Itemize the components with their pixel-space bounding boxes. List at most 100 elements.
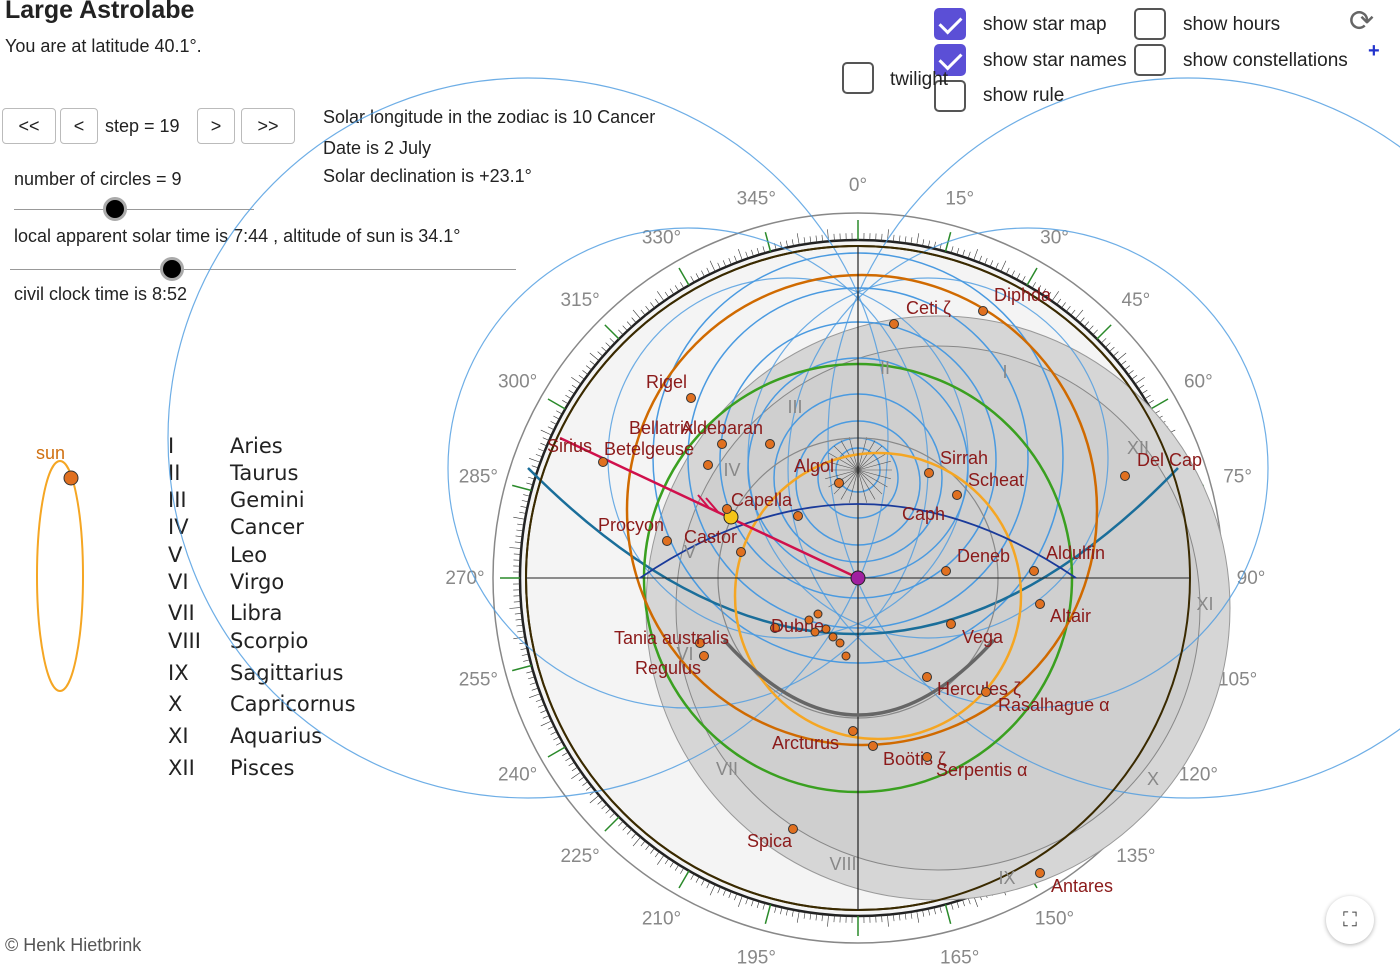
star-label: Del Cap: [1137, 450, 1202, 470]
ecliptic-arc: [639, 503, 1077, 579]
limb-tick: [1120, 360, 1127, 366]
rule-checkbox[interactable]: [934, 80, 966, 112]
solar-time-slider-handle[interactable]: [159, 257, 184, 281]
limb-tick: [1116, 352, 1127, 361]
limb-tick: [516, 529, 524, 532]
limb-tick: [821, 234, 823, 242]
step-back-button[interactable]: <: [60, 108, 98, 144]
limb-tick: [640, 840, 646, 847]
limb-tick: [535, 454, 543, 458]
star-label: Spica: [747, 831, 793, 851]
limb-tick: [622, 824, 628, 831]
limb-tick: [540, 720, 552, 727]
limb-tick: [535, 698, 543, 702]
limb-tick: [1088, 325, 1094, 332]
zodiac-numeral: II: [168, 461, 181, 485]
limb-tick: [796, 233, 800, 246]
limb-tick: [738, 249, 743, 261]
limb-tick: [1046, 291, 1052, 298]
limb-tick: [1021, 276, 1026, 283]
limb-tick: [609, 812, 616, 818]
zenith-line: [857, 469, 891, 480]
circles-label: number of circles = 9: [14, 169, 182, 189]
limb-tick: [654, 851, 660, 858]
limb-tick: [540, 442, 547, 447]
limb-tick: [529, 693, 541, 698]
plus-icon[interactable]: +: [1368, 40, 1380, 62]
limb-tick: [547, 398, 566, 410]
limb-tick: [821, 914, 823, 922]
star-names-checkbox[interactable]: [934, 44, 966, 76]
limb-tick: [650, 847, 655, 854]
star-dot: [981, 687, 991, 697]
limb-tick: [516, 624, 524, 627]
limb-tick: [762, 902, 766, 910]
twilight-checkbox[interactable]: [842, 62, 874, 94]
step-forward-button[interactable]: >: [197, 108, 235, 144]
degree-label: 30°: [1040, 228, 1069, 249]
zodiac-ring-label: II: [880, 358, 890, 378]
limb-tick: [904, 912, 907, 920]
limb-tick: [745, 897, 749, 905]
limb-tick: [604, 324, 620, 340]
limb-tick: [706, 881, 711, 889]
degree-label: 15°: [945, 188, 974, 209]
latitude-text: You are at latitude 40.1°.: [5, 36, 202, 56]
sun-dot: [63, 470, 79, 486]
constellations-checkbox[interactable]: [1134, 44, 1166, 76]
limb-tick: [669, 288, 675, 295]
zodiac-ring-label: VI: [676, 644, 693, 664]
zenith-line: [833, 445, 859, 471]
star-label: Vega: [962, 627, 1004, 647]
limb-tick: [674, 285, 680, 292]
circles-slider-handle[interactable]: [102, 197, 127, 221]
sun-label: sun: [36, 443, 65, 463]
step-forward-fast-button[interactable]: >>: [241, 108, 295, 144]
limb-tick: [709, 260, 716, 272]
star-dot: [841, 651, 851, 661]
degree-label: 240°: [498, 765, 537, 786]
limb-tick: [680, 282, 685, 289]
solar-time-slider-track[interactable]: [10, 269, 516, 270]
limb-tick: [1147, 400, 1154, 405]
sun-analemma: sun: [36, 443, 84, 692]
degree-label: 60°: [1184, 372, 1213, 393]
limb-tick: [1124, 365, 1131, 371]
limb-tick: [956, 901, 960, 909]
zenith-line: [848, 437, 859, 471]
degree-label: 135°: [1116, 846, 1155, 867]
refresh-icon[interactable]: ⟳: [1349, 5, 1375, 38]
limb-tick: [803, 911, 806, 919]
star-dot: [952, 490, 962, 500]
limb-tick: [1005, 267, 1010, 275]
limb-tick: [1026, 267, 1038, 286]
limb-tick: [618, 329, 624, 336]
limb-tick: [1051, 291, 1059, 302]
circles-slider-track[interactable]: [14, 209, 254, 210]
step-back-fast-button[interactable]: <<: [2, 108, 56, 144]
limb-tick: [571, 766, 578, 772]
limb-tick: [556, 741, 563, 746]
zenith-line: [833, 469, 859, 495]
limb-tick: [944, 904, 952, 924]
fullscreen-icon[interactable]: ⛶: [1326, 896, 1374, 944]
star-dot: [699, 651, 709, 661]
limb-tick: [956, 247, 960, 255]
limb-tick: [690, 276, 695, 283]
limb-tick: [527, 476, 535, 480]
zenith-line: [857, 469, 868, 503]
hours-checkbox[interactable]: [1134, 8, 1166, 40]
star-map-checkbox[interactable]: [934, 8, 966, 40]
star-label: Aldulfin: [1046, 543, 1105, 563]
limb-tick: [538, 704, 545, 708]
date-text: Date is 2 July: [323, 138, 432, 158]
zenith-line: [857, 469, 888, 488]
limb-tick: [597, 351, 604, 357]
constellations-label: show constellations: [1183, 50, 1348, 71]
limb-tick: [751, 249, 754, 257]
limb-tick: [585, 365, 592, 371]
star-dot: [1120, 471, 1130, 481]
limb-tick: [509, 547, 522, 549]
degree-label: 330°: [642, 228, 681, 249]
